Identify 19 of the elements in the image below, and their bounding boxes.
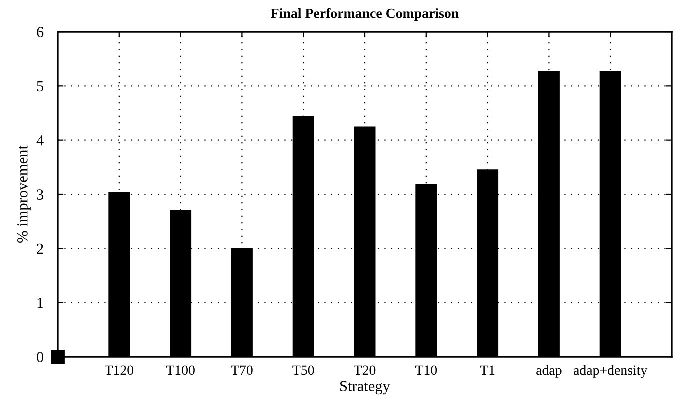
x-tick-label: T100 xyxy=(166,366,195,376)
x-tick-label: adap xyxy=(536,365,562,378)
y-tick-label: 6 xyxy=(37,27,44,38)
y-tick-label: 0 xyxy=(37,352,44,362)
y-tick-label: 4 xyxy=(36,136,44,146)
x-tick-label: T50 xyxy=(292,366,314,376)
x-tick-label: T70 xyxy=(231,366,253,376)
y-tick-label: 5 xyxy=(37,81,44,92)
x-tick-label: T20 xyxy=(354,366,376,376)
x-tick-label: T10 xyxy=(415,366,438,376)
x-axis-title: Strategy xyxy=(340,381,390,395)
y-tick-label: 3 xyxy=(37,190,44,200)
chart-title: Final Performance Comparison xyxy=(271,8,459,22)
y-tick-label: 2 xyxy=(37,244,44,254)
y-tick-label: 1 xyxy=(38,298,44,308)
x-tick-label: T120 xyxy=(104,366,134,376)
x-tick-label: T1 xyxy=(480,366,495,375)
y-axis-title: % improvement xyxy=(18,146,31,243)
x-tick-label: adap+density xyxy=(574,365,648,378)
